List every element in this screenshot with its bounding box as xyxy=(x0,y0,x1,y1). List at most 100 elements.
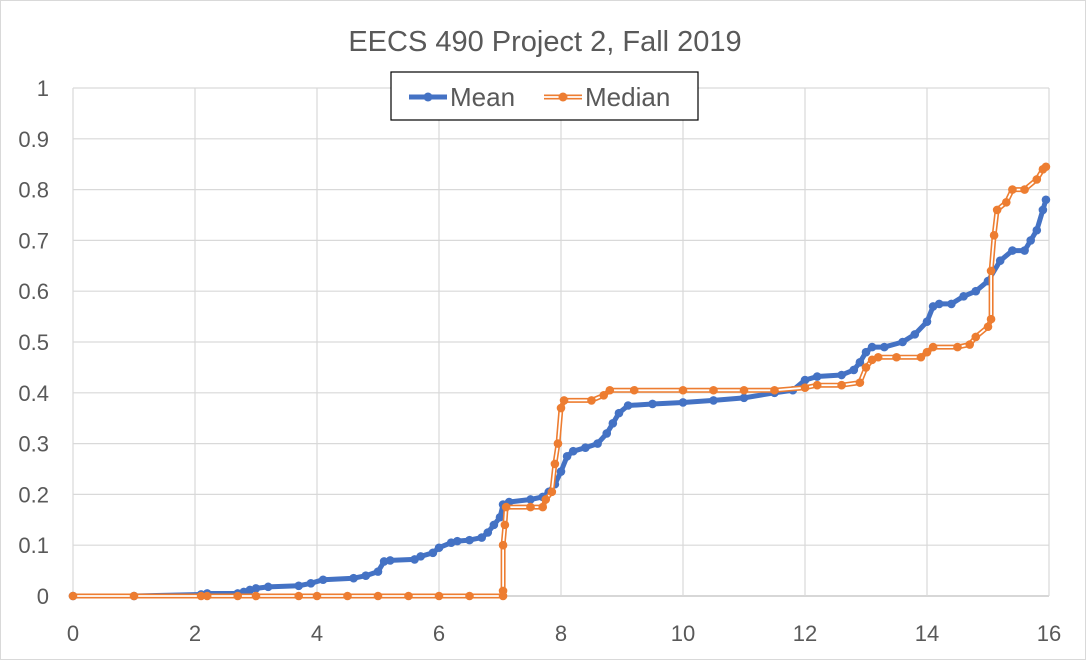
data-point-median xyxy=(294,591,304,601)
y-tick-label: 0.1 xyxy=(18,533,49,558)
y-tick-label: 0.6 xyxy=(18,279,49,304)
series-mean xyxy=(68,195,1051,601)
chart-title: EECS 490 Project 2, Fall 2019 xyxy=(348,26,741,58)
data-point-mean xyxy=(263,582,273,592)
data-point-median xyxy=(1008,185,1017,194)
data-point-median xyxy=(196,591,206,601)
series-median xyxy=(68,162,1051,601)
data-point-median xyxy=(550,459,560,469)
data-point-mean xyxy=(971,286,981,296)
data-point-mean xyxy=(1032,225,1042,235)
data-point-mean xyxy=(526,495,535,504)
data-point-mean xyxy=(880,342,889,352)
data-point-mean xyxy=(318,575,328,585)
data-point-mean xyxy=(483,528,493,537)
data-point-mean xyxy=(416,552,426,561)
data-point-median xyxy=(678,385,688,395)
data-point-mean xyxy=(614,408,624,418)
data-point-median xyxy=(233,591,242,601)
data-point-median xyxy=(343,591,352,601)
data-point-median xyxy=(434,591,444,601)
data-point-mean xyxy=(1041,195,1051,205)
data-point-mean xyxy=(898,337,907,347)
data-point-median xyxy=(629,385,639,395)
data-point-mean xyxy=(465,535,474,545)
data-point-mean xyxy=(995,256,1005,266)
data-point-mean xyxy=(568,446,578,456)
data-point-median xyxy=(129,591,139,601)
data-point-median xyxy=(837,380,846,390)
x-axis-ticks: 0 2 4 6 8 10 12 14 16 xyxy=(67,621,1061,646)
data-point-mean xyxy=(678,398,688,407)
y-tick-label: 0.4 xyxy=(18,381,49,406)
data-point-median xyxy=(861,363,871,372)
series-line-median-inner xyxy=(73,166,1047,597)
data-point-median xyxy=(556,403,566,413)
data-point-mean xyxy=(867,342,877,352)
data-point-mean xyxy=(556,467,566,476)
data-point-mean xyxy=(562,452,572,461)
data-point-mean xyxy=(855,358,865,367)
data-point-median xyxy=(971,332,981,342)
data-point-mean xyxy=(837,370,846,380)
data-point-median xyxy=(928,342,938,352)
data-point-mean xyxy=(1008,246,1017,255)
x-tick-label: 8 xyxy=(555,621,567,646)
data-point-median xyxy=(800,383,810,393)
data-point-mean xyxy=(1038,205,1048,215)
data-point-median xyxy=(892,352,901,362)
data-point-median xyxy=(855,378,865,387)
data-point-mean xyxy=(739,393,749,403)
legend-item-median: Median xyxy=(544,82,670,112)
data-point-median xyxy=(526,502,535,512)
x-tick-label: 2 xyxy=(189,621,201,646)
data-point-median xyxy=(500,520,510,530)
data-point-mean xyxy=(861,347,871,357)
y-tick-label: 0.8 xyxy=(18,178,49,203)
data-point-mean xyxy=(489,520,499,530)
data-point-median xyxy=(68,591,78,601)
data-point-mean xyxy=(910,330,920,339)
data-point-mean xyxy=(849,365,859,375)
data-point-mean xyxy=(251,584,261,593)
data-point-mean xyxy=(349,573,358,583)
data-point-median xyxy=(559,396,569,405)
data-point-median xyxy=(770,385,779,395)
data-point-median xyxy=(599,391,608,400)
series-line-mean xyxy=(73,199,1049,599)
data-point-mean xyxy=(709,396,718,405)
data-point-median xyxy=(812,380,822,390)
data-point-median xyxy=(404,591,413,601)
data-point-median xyxy=(498,540,508,550)
data-point-median xyxy=(1020,185,1029,194)
data-point-mean xyxy=(959,291,968,301)
data-point-mean xyxy=(306,579,316,588)
data-point-mean xyxy=(453,536,462,546)
data-point-median xyxy=(986,314,996,324)
data-point-median xyxy=(251,591,261,601)
data-point-median xyxy=(1002,198,1011,207)
data-point-mean xyxy=(608,418,618,428)
data-point-mean xyxy=(648,399,657,409)
data-point-mean xyxy=(922,317,932,326)
data-point-mean xyxy=(602,429,612,438)
data-point-mean xyxy=(385,556,395,565)
series-line-median xyxy=(73,164,1048,599)
data-point-median xyxy=(983,322,993,332)
series-layer xyxy=(68,162,1051,601)
data-point-median xyxy=(541,495,551,504)
data-point-mean xyxy=(373,567,383,576)
data-point-median xyxy=(953,342,962,352)
data-point-median xyxy=(986,266,996,276)
legend-marker xyxy=(558,92,568,102)
data-point-median xyxy=(605,385,615,395)
legend-label: Mean xyxy=(450,82,515,112)
legend: Mean Median xyxy=(390,71,699,121)
data-point-mean xyxy=(294,581,304,591)
data-point-mean xyxy=(947,299,956,309)
legend-item-mean: Mean xyxy=(409,82,515,112)
data-point-mean xyxy=(434,543,444,553)
y-tick-label: 0.3 xyxy=(18,432,49,457)
data-point-median xyxy=(587,396,596,405)
